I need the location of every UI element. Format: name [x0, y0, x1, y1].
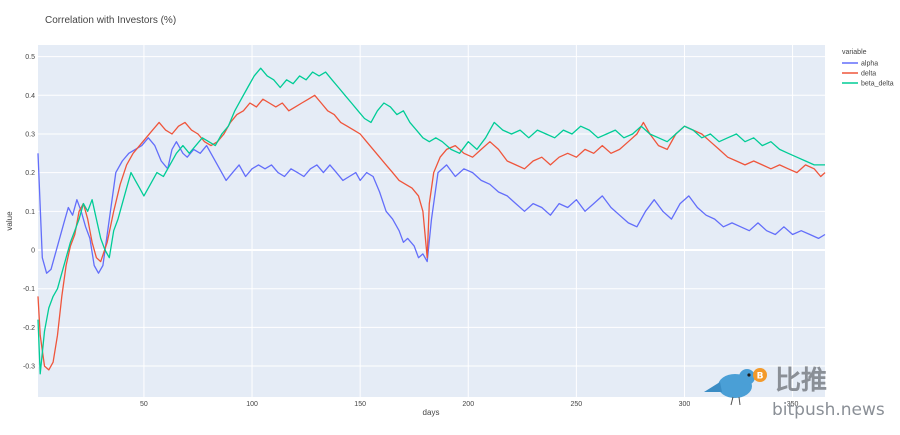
watermark-brand: 比推: [775, 366, 827, 396]
chart-title: Correlation with Investors (%): [45, 15, 176, 26]
y-tick-label: 0.4: [25, 93, 35, 100]
y-tick-label: 0.3: [25, 131, 35, 138]
y-tick-label: -0.1: [23, 286, 35, 293]
x-tick-label: 300: [679, 401, 691, 408]
y-tick-label: -0.3: [23, 364, 35, 371]
y-tick-label: 0.2: [25, 170, 35, 177]
legend-label-beta-delta: beta_delta: [861, 81, 894, 88]
y-tick-label: 0.5: [25, 54, 35, 61]
legend-item-delta[interactable]: delta: [842, 71, 876, 78]
y-tick-label: 0.1: [25, 209, 35, 216]
y-axis-title: value: [5, 211, 14, 231]
x-tick-label: 100: [246, 401, 258, 408]
legend-item-alpha[interactable]: alpha: [842, 61, 878, 68]
legend-label-alpha: alpha: [861, 61, 878, 68]
series-line-alpha[interactable]: [37, 137, 826, 274]
bitcoin-badge-icon: B: [753, 368, 767, 382]
x-axis-title: days: [423, 408, 440, 417]
watermark-url: bitpush.news: [772, 400, 885, 420]
series-line-delta[interactable]: [37, 94, 826, 371]
legend-item-beta-delta[interactable]: beta_delta: [842, 81, 894, 88]
series-line-beta-delta[interactable]: [37, 67, 825, 375]
y-tick-label: -0.2: [23, 325, 35, 332]
grid: [38, 45, 825, 397]
legend: variable alpha delta beta_delta: [842, 49, 894, 88]
series-lines: [37, 67, 826, 375]
x-tick-label: 350: [787, 401, 799, 408]
bitcoin-badge-symbol: B: [757, 372, 764, 382]
legend-label-delta: delta: [861, 71, 876, 78]
y-tick-label: 0: [31, 248, 35, 255]
y-axis-ticks: -0.3 -0.2 -0.1 0 0.1 0.2 0.3 0.4 0.5: [23, 54, 35, 370]
x-tick-label: 150: [354, 401, 366, 408]
x-tick-label: 200: [462, 401, 474, 408]
x-tick-label: 50: [140, 401, 148, 408]
bitpush-watermark: B 比推 bitpush.news: [704, 366, 885, 420]
legend-title: variable: [842, 49, 867, 56]
x-tick-label: 250: [571, 401, 583, 408]
x-axis-ticks: 50 100 150 200 250 300 350: [140, 401, 798, 408]
